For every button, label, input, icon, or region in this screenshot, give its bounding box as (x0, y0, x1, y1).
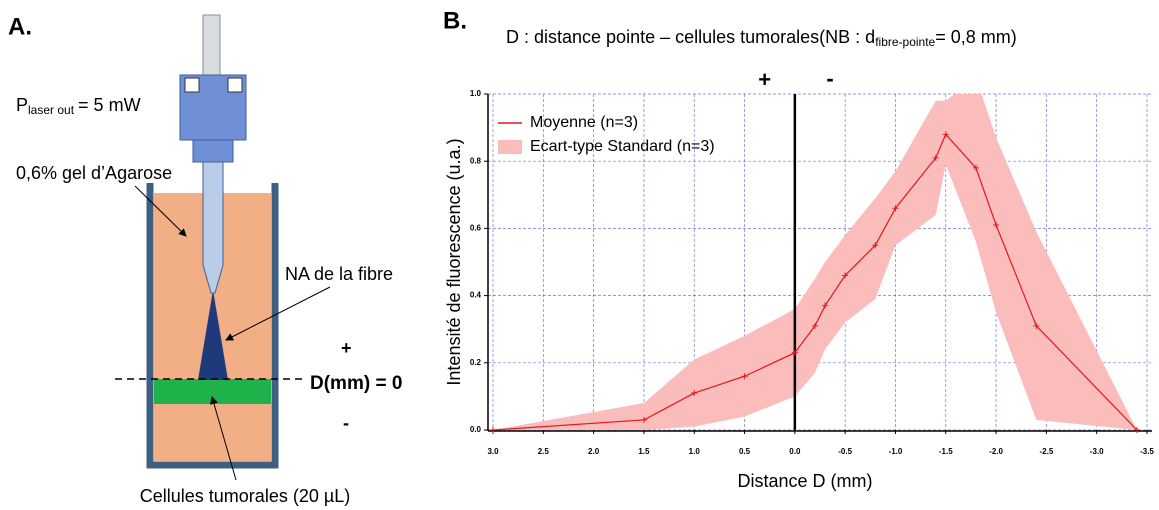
point-marker (1133, 427, 1140, 433)
y-tick-label: 0.6 (470, 224, 482, 233)
y-tick-label: 0.0 (470, 425, 482, 434)
arrow (134, 185, 187, 237)
point-marker (741, 373, 748, 380)
plus-annotation: + (758, 67, 771, 92)
point-marker (872, 242, 879, 249)
x-axis-title: Distance D (mm) (737, 471, 872, 491)
numerical-aperture (198, 290, 228, 380)
power-main: P (16, 95, 28, 115)
legend-label: Moyenne (n=3) (530, 114, 638, 131)
point-marker (993, 222, 1000, 229)
y-tick-label: 0.4 (470, 291, 482, 300)
std-band (493, 94, 1137, 430)
point-marker (842, 272, 849, 279)
power-sub: laser out (28, 103, 75, 117)
cells-label: Cellules tumorales (20 µL) (140, 486, 350, 506)
point-marker (892, 205, 899, 212)
point-marker (1033, 322, 1040, 329)
arrow (210, 396, 237, 481)
fiber (202, 161, 224, 294)
x-tick-label: 2.0 (588, 447, 600, 456)
y-tick-label: 1.0 (470, 89, 482, 98)
x-tick-label: 0.5 (739, 447, 751, 456)
screw (227, 77, 243, 93)
plot: 3.0 2.5 2.0 1.5 1.0 0.5 0.0 -0.5 -1.0 -1.5 -2.0 -2.… (470, 66, 1155, 456)
point-marker (691, 390, 698, 397)
legend-label: Ecart-type Standard (n=3) (530, 138, 715, 155)
mean-line (492, 133, 1138, 431)
power-label: Plaser out = 5 mW (16, 95, 141, 117)
container (146, 183, 279, 469)
x-tick-label: 2.5 (538, 447, 550, 456)
x-tick-label: 1.0 (689, 447, 701, 456)
point-marker (972, 164, 979, 171)
chart-title: D : distance pointe – cellules tumorales… (506, 27, 1017, 49)
screw (184, 77, 200, 93)
x-tick-label: -1.5 (939, 447, 953, 456)
minus-annotation: - (826, 66, 833, 91)
point-marker (942, 131, 949, 138)
fiber-top (202, 14, 221, 76)
legend-swatch (498, 140, 522, 154)
plus-sign: + (341, 338, 352, 358)
x-tick-label: 3.0 (487, 447, 499, 456)
gel-label: 0,6% gel d’Agarose (16, 163, 172, 183)
x-tick-label: -3.0 (1090, 447, 1104, 456)
point-marker (791, 349, 798, 356)
point-marker (640, 416, 647, 423)
title-end: = 0,8 mm) (935, 27, 1017, 47)
x-tick-label: -2.5 (1039, 447, 1053, 456)
x-tick-label: 0.0 (789, 447, 801, 456)
panel-label: B. (443, 7, 467, 34)
power-end: = 5 mW (78, 95, 141, 115)
connector-neck (192, 139, 234, 163)
y-tick-label: 0.8 (470, 156, 482, 165)
point-marker (932, 154, 939, 161)
na-label: NA de la fibre (285, 264, 393, 284)
title-main: D : distance pointe – cellules tumorales… (506, 27, 875, 47)
minus-sign: - (343, 413, 349, 433)
x-tick-label: -1.0 (889, 447, 903, 456)
point-marker (811, 322, 818, 329)
zero-label: D(mm) = 0 (310, 373, 402, 394)
x-tick-label: -3.5 (1140, 447, 1154, 456)
panel-label: A. (8, 13, 32, 40)
x-tick-label: 1.5 (638, 447, 650, 456)
point-marker (490, 427, 496, 433)
y-axis-title: Intensité de fluorescence (u.a.) (444, 138, 464, 385)
arrow (225, 286, 331, 341)
title-sub: fibre-pointe (875, 35, 935, 49)
y-tick-label: 0.2 (470, 358, 482, 367)
point-marker (822, 302, 829, 309)
x-tick-label: -2.0 (989, 447, 1003, 456)
x-tick-label: -0.5 (838, 447, 852, 456)
